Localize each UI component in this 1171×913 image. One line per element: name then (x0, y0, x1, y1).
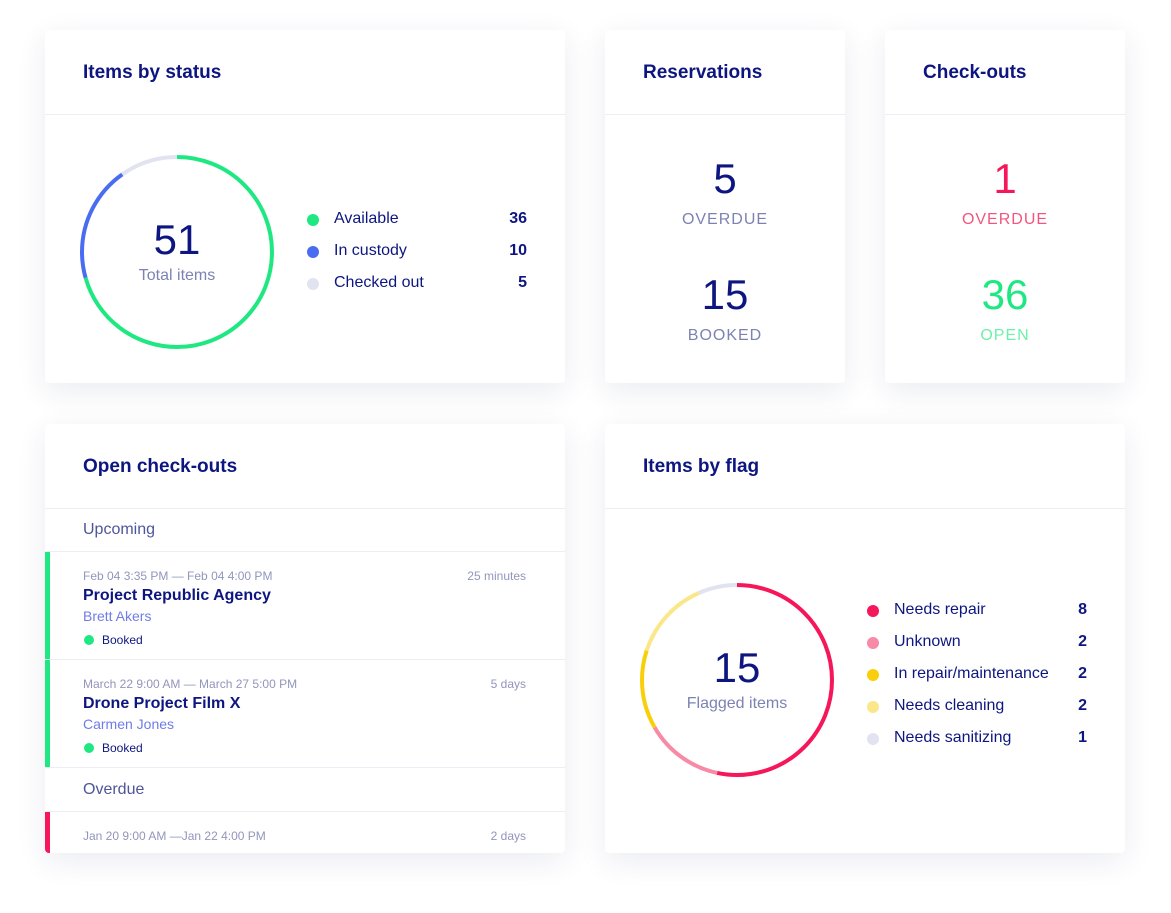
card-header: Check-outs (885, 30, 1125, 115)
card: Items by status 51 Total items Available 36 I… (45, 30, 565, 383)
row-dates: March 22 9:00 AM — March 27 5:00 PM (83, 677, 298, 691)
legend-dot (867, 733, 879, 745)
row-bar (45, 812, 50, 853)
stat-label: BOOKED (687, 327, 763, 344)
card: Open check-outs Upcoming Feb 04 3:35 PM — … (45, 424, 565, 853)
card-title: Check-outs (923, 62, 1027, 83)
stat-value: 36 (981, 271, 1029, 318)
legend-name: Checked out (334, 274, 424, 291)
row-dates: Feb 04 3:35 PM — Feb 04 4:00 PM (83, 569, 273, 583)
donut-segment (80, 155, 274, 349)
legend-name: In repair/maintenance (894, 665, 1049, 682)
row-person: Carmen Jones (83, 716, 175, 732)
legend-value: 8 (1078, 601, 1087, 618)
legend-value: 36 (509, 210, 527, 227)
donut-label: Total items (138, 267, 216, 284)
card-header: Open check-outs (45, 424, 565, 509)
legend-name: In custody (334, 242, 407, 259)
legend-name: Needs repair (894, 601, 986, 618)
card-title: Reservations (643, 62, 763, 83)
legend-dot (307, 214, 319, 226)
row-dates: Jan 20 9:00 AM —Jan 22 4:00 PM (83, 829, 266, 843)
group-name: Upcoming (83, 521, 156, 538)
legend-dot (867, 701, 879, 713)
legend-name: Needs sanitizing (894, 729, 1012, 746)
group-header: Overdue (45, 768, 565, 812)
checkout-row: Jan 20 9:00 AM —Jan 22 4:00 PM 2 days (45, 812, 565, 853)
legend-dot (867, 669, 879, 681)
group-header: Upcoming (45, 508, 565, 552)
card: Check-outs 1 OVERDUE 36 OPEN (885, 30, 1125, 383)
donut-label: Flagged items (686, 695, 788, 712)
stat-value: 15 (701, 271, 749, 318)
group-name: Overdue (83, 781, 145, 798)
legend-dot (867, 605, 879, 617)
checkout-row: Feb 04 3:35 PM — Feb 04 4:00 PM 25 minute… (45, 552, 565, 660)
card-header: Items by flag (605, 424, 1125, 509)
card-title: Open check-outs (83, 456, 238, 477)
row-title: Project Republic Agency (83, 587, 271, 604)
status-dot (84, 635, 94, 645)
legend-dot (867, 637, 879, 649)
stat-label: OVERDUE (681, 211, 769, 228)
status-dot (84, 743, 94, 753)
card: Reservations 5 OVERDUE 15 BOOKED (605, 30, 845, 383)
stat-value: 1 (993, 155, 1017, 202)
stat-value: 5 (713, 155, 737, 202)
legend-value: 5 (518, 274, 527, 291)
legend-name: Available (334, 210, 399, 227)
checkout-row: March 22 9:00 AM — March 27 5:00 PM 5 day… (45, 660, 565, 768)
row-duration: 2 days (490, 829, 526, 843)
card-title: Items by status (83, 62, 222, 83)
legend-name: Needs cleaning (894, 697, 1005, 714)
legend-name: Unknown (894, 633, 961, 650)
donut (80, 155, 274, 349)
donut-segment (640, 583, 834, 777)
stat-label: OPEN (980, 327, 1030, 344)
legend-value: 10 (509, 242, 527, 259)
donut (640, 583, 834, 777)
legend-value: 2 (1078, 633, 1087, 650)
donut-total: 15 (713, 644, 761, 691)
legend-dot (307, 246, 319, 258)
legend-value: 2 (1078, 665, 1087, 682)
stat-label: OVERDUE (961, 211, 1049, 228)
row-person: Brett Akers (83, 608, 152, 624)
legend-dot (307, 278, 319, 290)
row-bar (45, 660, 50, 767)
card-header: Reservations (605, 30, 845, 115)
card: Items by flag 15 Flagged items Needs repair… (605, 424, 1125, 853)
row-status: Booked (102, 741, 143, 755)
legend-value: 2 (1078, 697, 1087, 714)
row-duration: 5 days (490, 677, 526, 691)
donut-segment (80, 155, 274, 349)
card-header: Items by status (45, 30, 565, 115)
row-status: Booked (102, 633, 143, 647)
donut-segment (640, 583, 834, 777)
row-duration: 25 minutes (467, 569, 526, 583)
donut-total: 51 (153, 216, 201, 263)
legend-value: 1 (1078, 729, 1087, 746)
card-title: Items by flag (643, 456, 760, 477)
row-title: Drone Project Film X (83, 695, 241, 712)
row-bar (45, 552, 50, 659)
